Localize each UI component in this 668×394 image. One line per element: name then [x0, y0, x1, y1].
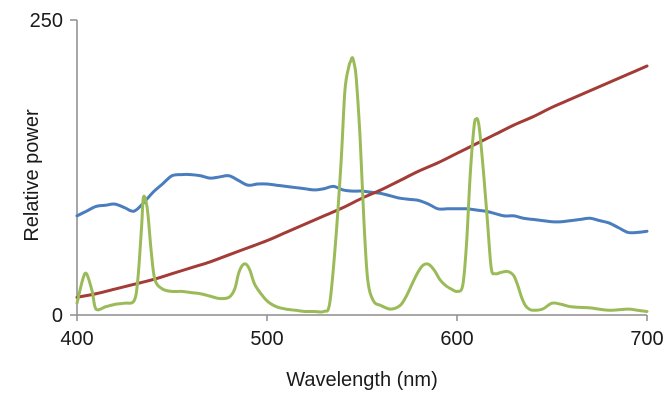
x-tick-label: 700: [630, 328, 663, 350]
x-tick-label: 500: [250, 328, 283, 350]
axes: [76, 20, 647, 316]
y-axis-title: Relative power: [21, 109, 43, 242]
y-tick-label: 250: [30, 10, 63, 32]
series-layer: [75, 56, 649, 314]
x-tick-label: 400: [60, 328, 93, 350]
y-tick-label: 0: [52, 305, 63, 327]
x-tick-label: 600: [440, 328, 473, 350]
x-axis-title: Wavelength (nm): [286, 369, 438, 391]
tick-labels: 400 500 600 700 0 250: [30, 10, 664, 350]
series-line-green: [75, 56, 649, 314]
ticks: [70, 19, 648, 321]
